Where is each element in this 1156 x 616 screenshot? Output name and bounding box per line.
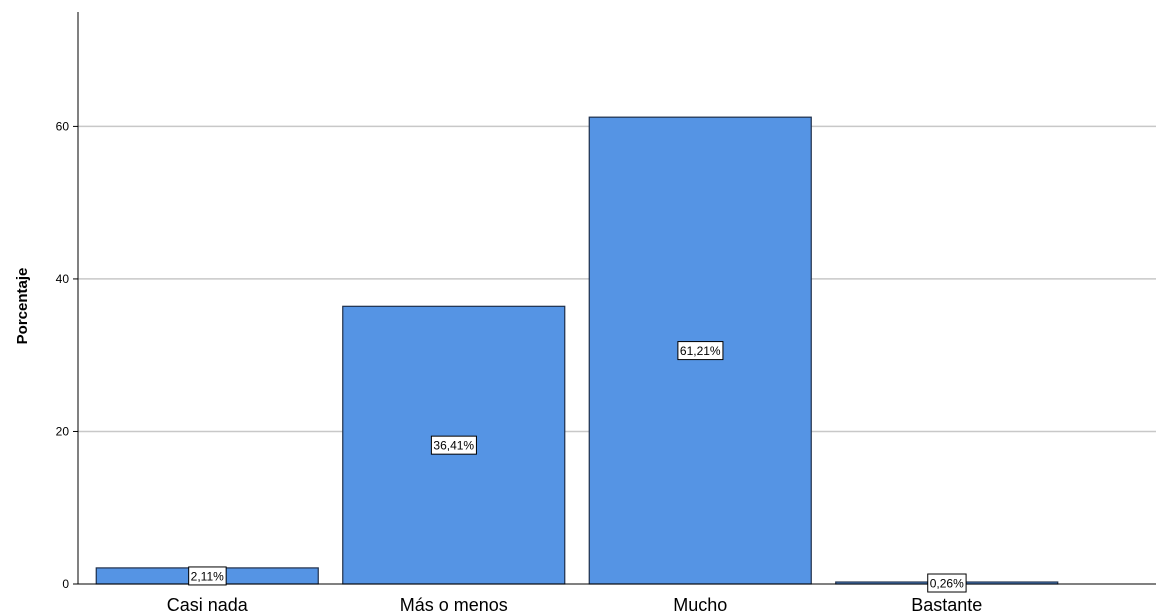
x-category-label: Mucho [673, 595, 727, 615]
axes [77, 12, 1156, 585]
data-label-text: 36,41% [433, 439, 474, 453]
category-labels: Casi nada Más o menos Mucho Bastante [167, 595, 983, 615]
data-labels: 2,11% 36,41% 61,21% 0,26% [188, 341, 967, 593]
data-label-text: 61,21% [680, 344, 721, 358]
data-label: 0,26% [927, 573, 967, 593]
data-label-box [677, 341, 724, 361]
y-tick-label: 60 [56, 119, 70, 133]
y-tick-label: 40 [56, 272, 70, 286]
y-axis-title: Porcentaje [14, 268, 31, 345]
bars [95, 116, 1059, 585]
data-label: 2,11% [188, 566, 227, 586]
y-tick-labels: 0 20 40 60 [56, 119, 78, 591]
data-label-box [188, 566, 227, 586]
x-category-label: Bastante [911, 595, 982, 615]
x-category-label: Más o menos [400, 595, 508, 615]
data-label: 61,21% [677, 341, 724, 361]
data-label-box [927, 573, 967, 593]
y-tick-label: 0 [62, 577, 69, 591]
data-label-text: 2,11% [191, 569, 224, 583]
x-category-label: Casi nada [167, 595, 249, 615]
data-label: 36,41% [430, 435, 477, 455]
data-label-box [430, 435, 477, 455]
data-label-text: 0,26% [930, 577, 964, 591]
y-tick-label: 20 [56, 424, 70, 438]
